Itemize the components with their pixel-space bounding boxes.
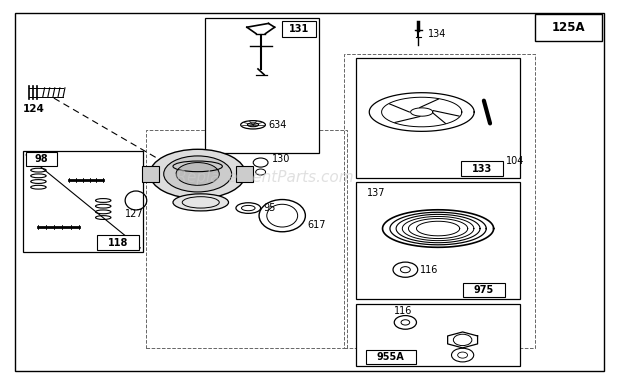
Ellipse shape	[164, 156, 232, 192]
Bar	[205, 18, 319, 153]
Bar	[146, 130, 347, 348]
Text: 98: 98	[35, 154, 48, 164]
Text: 124: 124	[23, 104, 45, 115]
Text: 118: 118	[108, 238, 128, 248]
Bar	[366, 350, 416, 364]
Bar	[535, 14, 602, 41]
Ellipse shape	[150, 149, 246, 199]
Text: 955A: 955A	[377, 352, 405, 362]
Text: 130: 130	[272, 154, 290, 164]
Bar	[282, 21, 316, 37]
Text: 95: 95	[264, 203, 276, 213]
Bar	[97, 235, 139, 250]
Ellipse shape	[176, 163, 219, 185]
Text: 634: 634	[268, 120, 287, 130]
Bar	[26, 152, 57, 166]
Text: 131: 131	[289, 24, 309, 34]
Bar	[463, 283, 505, 297]
Text: 134: 134	[428, 29, 446, 39]
Bar	[344, 55, 535, 348]
Text: 127: 127	[125, 209, 143, 219]
Bar	[142, 165, 159, 182]
Text: 137: 137	[368, 188, 386, 198]
Text: 975: 975	[474, 285, 494, 295]
Text: eReplacementParts.com: eReplacementParts.com	[167, 170, 354, 185]
Bar	[461, 162, 503, 176]
Bar	[356, 181, 520, 299]
Text: 125A: 125A	[552, 21, 585, 34]
Ellipse shape	[173, 194, 229, 211]
Text: 617: 617	[307, 220, 326, 230]
Bar	[356, 304, 520, 366]
Text: 133: 133	[472, 163, 492, 174]
Bar	[356, 58, 520, 178]
Text: 116: 116	[420, 265, 438, 275]
Bar	[236, 165, 253, 182]
Text: 104: 104	[507, 156, 525, 166]
Text: 116: 116	[394, 306, 413, 316]
Bar	[23, 151, 143, 252]
